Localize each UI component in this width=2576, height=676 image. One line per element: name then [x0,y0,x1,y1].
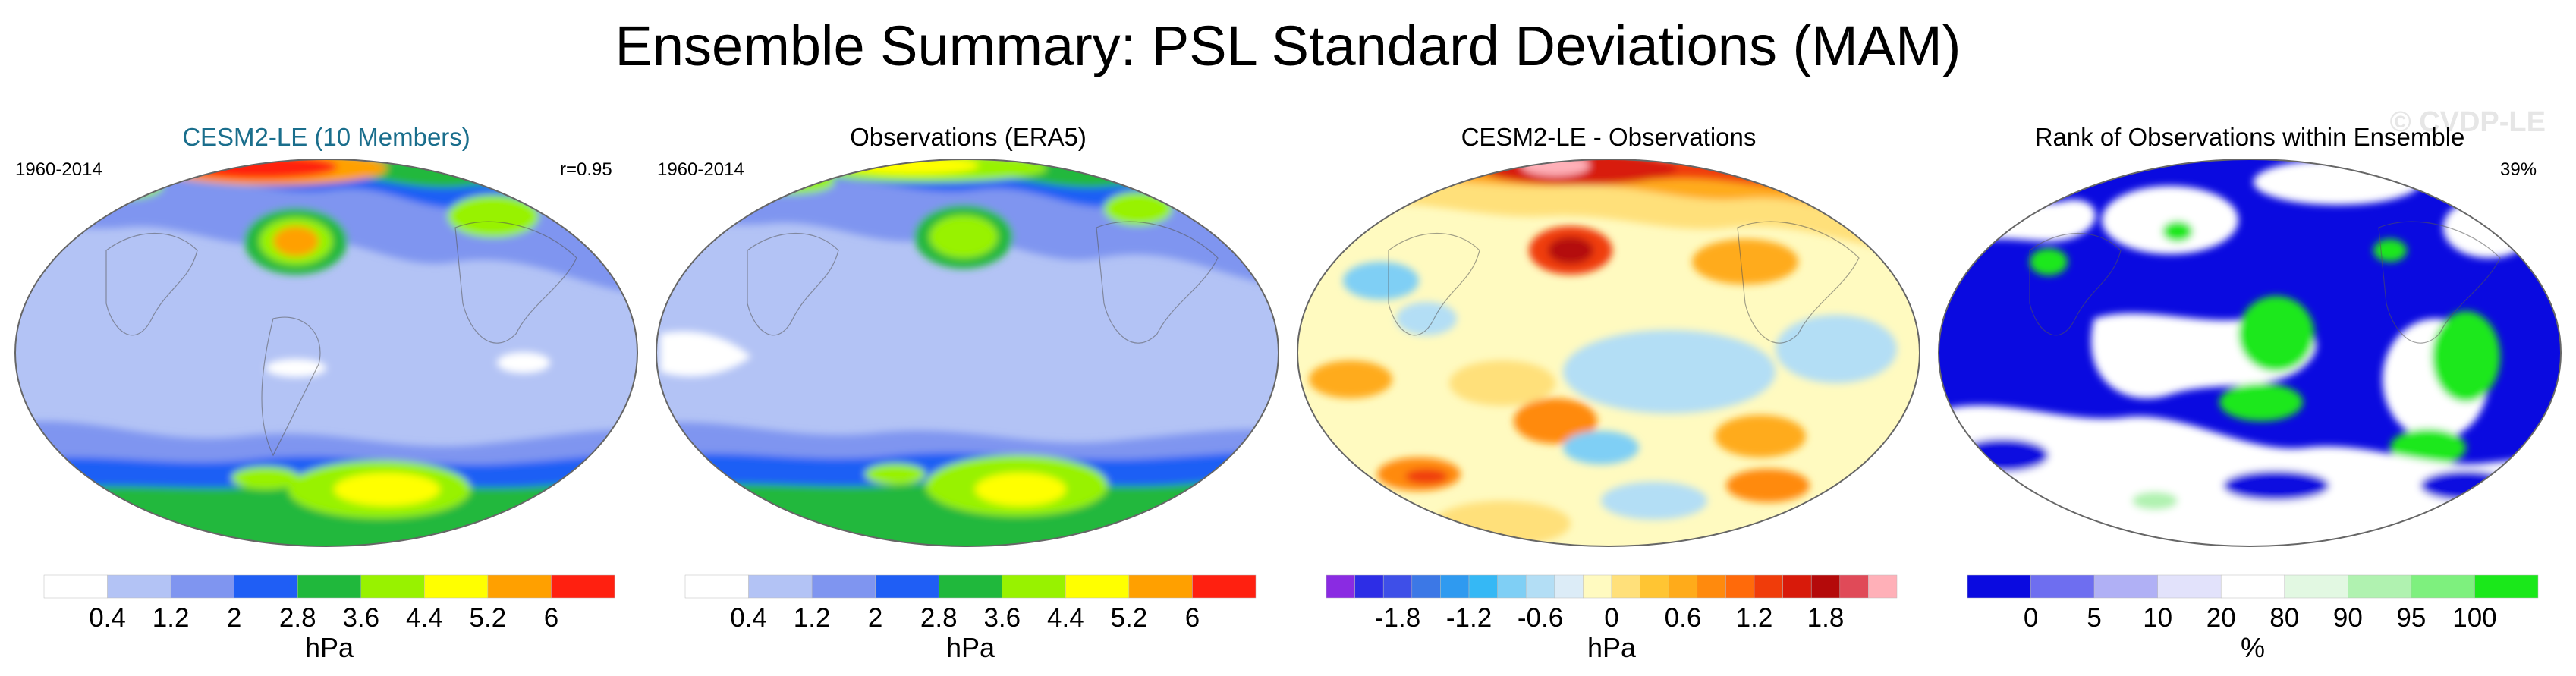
panel-1-correlation: r=0.95 [560,159,612,180]
colorbar-2-tick-label: 2.8 [920,603,958,633]
panel-4-rank-summary: 39% [2500,159,2537,180]
panel-1-title: CESM2-LE (10 Members) [182,123,470,151]
colorbar-3-swatch [1525,574,1555,599]
colorbar-1-tick-label: 5.2 [470,603,507,633]
colorbar-3-swatch [1554,574,1584,599]
colorbar-3-swatch [1810,574,1841,599]
colorbar-3-tick-label: 1.2 [1736,603,1773,633]
colorbar-2-swatch [1002,574,1066,599]
colorbar-4-swatch [2157,574,2222,599]
colorbars: 0.4 1.2 2 2.8 3.6 4.4 5.2 6 hPa 0.4 1.2 2 2.8 3.6 4.4 5… [43,574,2539,663]
colorbar-1-swatch [297,574,362,599]
colorbar-3-swatch [1668,574,1698,599]
colorbar-3-tick-label: -1.8 [1375,603,1420,633]
colorbar-2-swatch [811,574,876,599]
colorbar-3-swatch [1497,574,1527,599]
colorbar-3-tick-label: 0.6 [1665,603,1702,633]
colorbar-3-swatch [1697,574,1726,599]
colorbar-4-swatch [2348,574,2412,599]
colorbar-4-swatch [2030,574,2095,599]
colorbar-1-swatch [551,574,615,599]
panel-1-period: 1960-2014 [15,159,102,180]
colorbar-1-swatch [234,574,298,599]
map-panel-4 [1939,159,2561,546]
colorbar-2-swatch [1065,574,1130,599]
colorbar-2-tick-label: 3.6 [983,603,1021,633]
colorbar-2-swatch [875,574,939,599]
colorbar-2-unit: hPa [946,632,995,663]
colorbar-1-tick-label: 2 [227,603,241,633]
colorbar-3-tick-label: 0 [1604,603,1618,633]
colorbar-1-tick-label: 3.6 [342,603,379,633]
colorbar-1-unit: hPa [305,632,354,663]
panel-2-period: 1960-2014 [657,159,744,180]
colorbar-3-swatch [1411,574,1441,599]
colorbar-4-swatch [2474,574,2539,599]
colorbar-4-tick-label: 90 [2333,603,2363,633]
colorbar-2-tick-label: 5.2 [1111,603,1148,633]
panel-2-title: Observations (ERA5) [850,123,1087,151]
colorbar-1-swatch [43,574,108,599]
panel-4-title: Rank of Observations within Ensemble [2034,123,2465,151]
colorbar-4-tick-label: 20 [2206,603,2236,633]
colorbar-1-swatch [424,574,489,599]
colorbar-4-swatch [2220,574,2285,599]
colorbar-3-swatch [1440,574,1470,599]
colorbar-2-tick-label: 6 [1185,603,1200,633]
colorbar-3-unit: hPa [1587,632,1637,663]
colorbar-4-tick-label: 5 [2087,603,2101,633]
map-panel-2 [656,159,1279,546]
colorbar-3-swatch [1382,574,1413,599]
colorbar-2-swatch [1128,574,1193,599]
map-panel-1 [15,159,637,546]
colorbar-1-tick-label: 2.8 [279,603,316,633]
colorbar-3-swatch [1611,574,1640,599]
colorbar-2-tick-label: 2 [868,603,882,633]
colorbar-4-tick-label: 0 [2024,603,2038,633]
colorbar-4-tick-label: 10 [2143,603,2172,633]
colorbar-4-tick-label: 95 [2396,603,2426,633]
colorbar-3-tick-label: 1.8 [1807,603,1845,633]
colorbar-4-tick-label: 80 [2269,603,2299,633]
colorbar-4-unit: % [2241,632,2265,663]
colorbar-4-swatch [2411,574,2475,599]
colorbar-4-tick-label: 100 [2452,603,2496,633]
colorbar-3-swatch [1640,574,1669,599]
colorbar-4-swatch [2093,574,2158,599]
colorbar-1-swatch [360,574,425,599]
colorbar-2-tick-label: 0.4 [730,603,767,633]
colorbar-1-swatch [170,574,234,599]
colorbar-2-swatch [938,574,1003,599]
colorbar-2-swatch [684,574,749,599]
colorbar-4-swatch [1967,574,2031,599]
colorbar-1-tick-label: 6 [544,603,558,633]
colorbar-3-swatch [1583,574,1612,599]
colorbar-2-swatch [1192,574,1257,599]
colorbar-1-swatch [487,574,552,599]
colorbar-3-swatch [1782,574,1812,599]
colorbar-1-tick-label: 4.4 [406,603,443,633]
colorbar-4-swatch [2284,574,2348,599]
colorbar-3-swatch [1868,574,1898,599]
colorbar-1-swatch [107,574,171,599]
colorbar-2-tick-label: 1.2 [794,603,831,633]
colorbar-3-tick-label: -1.2 [1446,603,1492,633]
watermark: © CVDP-LE [2389,106,2546,138]
figure-title: Ensemble Summary: PSL Standard Deviation… [615,14,1961,77]
colorbar-3-swatch [1468,574,1498,599]
colorbar-3-swatch [1725,574,1755,599]
coastlines [105,221,2501,457]
panel-3-title: CESM2-LE - Observations [1461,123,1757,151]
colorbar-1-tick-label: 0.4 [89,603,126,633]
colorbar-3-swatch [1839,574,1869,599]
colorbar-3-swatch [1754,574,1783,599]
map-panel-3 [1297,159,1920,546]
colorbar-2-swatch [748,574,813,599]
colorbar-1-tick-label: 1.2 [153,603,190,633]
colorbar-3-swatch [1354,574,1384,599]
colorbar-2-tick-label: 4.4 [1047,603,1084,633]
colorbar-3-tick-label: -0.6 [1518,603,1563,633]
colorbar-3-swatch [1326,574,1355,599]
